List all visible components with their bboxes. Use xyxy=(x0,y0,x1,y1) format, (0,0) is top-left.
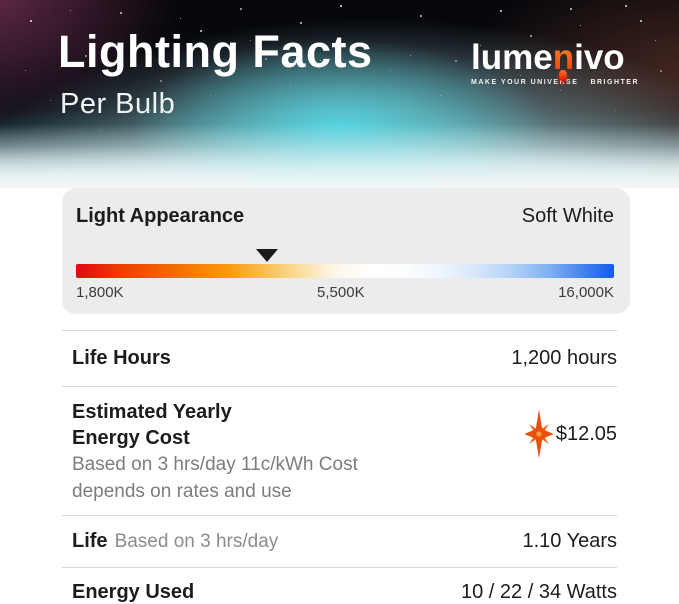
sparkle-star-icon xyxy=(524,409,554,459)
life-hours-value: 1,200 hours xyxy=(511,347,617,369)
brand-tagline: MAKE YOUR UNIVERSE BRIGHTER xyxy=(471,79,639,86)
starfield-small xyxy=(0,0,1,1)
light-appearance-value: Soft White xyxy=(521,205,614,227)
scale-max-label: 16,000K xyxy=(558,284,614,301)
life-hours-label: Life Hours xyxy=(72,347,171,369)
page-title: Lighting Facts xyxy=(58,26,373,77)
energy-used-value: 10 / 22 / 34 Watts xyxy=(460,581,617,603)
energy-cost-value: $12.05 xyxy=(555,422,617,445)
life-hours-row: Life Hours 1,200 hours xyxy=(62,330,617,386)
energy-used-row: Energy Used 10 / 22 / 34 Watts xyxy=(62,567,617,604)
color-temperature-gradient-bar xyxy=(76,264,614,278)
brand-accent-letter: n xyxy=(552,38,575,77)
hero-banner: Lighting Facts Per Bulb lumen ivo MAKE YO… xyxy=(0,0,679,188)
life-row: Life Based on 3 hrs/day 1.10 Years xyxy=(62,515,617,567)
energy-cost-label-line2: Energy Cost xyxy=(72,427,190,449)
energy-cost-note-line1: Based on 3 hrs/day 11c/kWh Cost xyxy=(72,454,358,475)
temperature-marker-icon xyxy=(255,249,278,262)
life-note: Based on 3 hrs/day xyxy=(114,531,279,552)
brand-tagline-left: MAKE YOUR UNIVERSE xyxy=(471,79,579,86)
life-label: Life xyxy=(72,530,108,552)
bulb-icon xyxy=(559,70,568,82)
brand-wordmark: lumen ivo xyxy=(471,38,639,82)
light-appearance-card: Light Appearance Soft White 1,800K 5,500… xyxy=(62,188,630,314)
brand-text-post: ivo xyxy=(574,38,625,77)
fact-rows: Life Hours 1,200 hours Estimated Yearly … xyxy=(62,330,617,604)
energy-cost-note-line2: depends on rates and use xyxy=(72,481,292,502)
life-value: 1.10 Years xyxy=(522,530,617,552)
brand-tagline-right: BRIGHTER xyxy=(590,79,639,86)
energy-cost-row: Estimated Yearly Energy Cost Based on 3 … xyxy=(62,386,617,515)
energy-cost-label-line1: Estimated Yearly xyxy=(72,401,232,423)
brand-text-pre: lume xyxy=(471,38,553,77)
facts-panel: Light Appearance Soft White 1,800K 5,500… xyxy=(0,188,679,604)
scale-mid-label: 5,500K xyxy=(317,284,365,301)
scale-min-label: 1,800K xyxy=(76,284,124,301)
brand-logo: lumen ivo MAKE YOUR UNIVERSE BRIGHTER xyxy=(471,40,639,86)
light-appearance-label: Light Appearance xyxy=(76,205,245,227)
page-subtitle: Per Bulb xyxy=(60,88,176,120)
energy-used-label: Energy Used xyxy=(72,581,195,603)
